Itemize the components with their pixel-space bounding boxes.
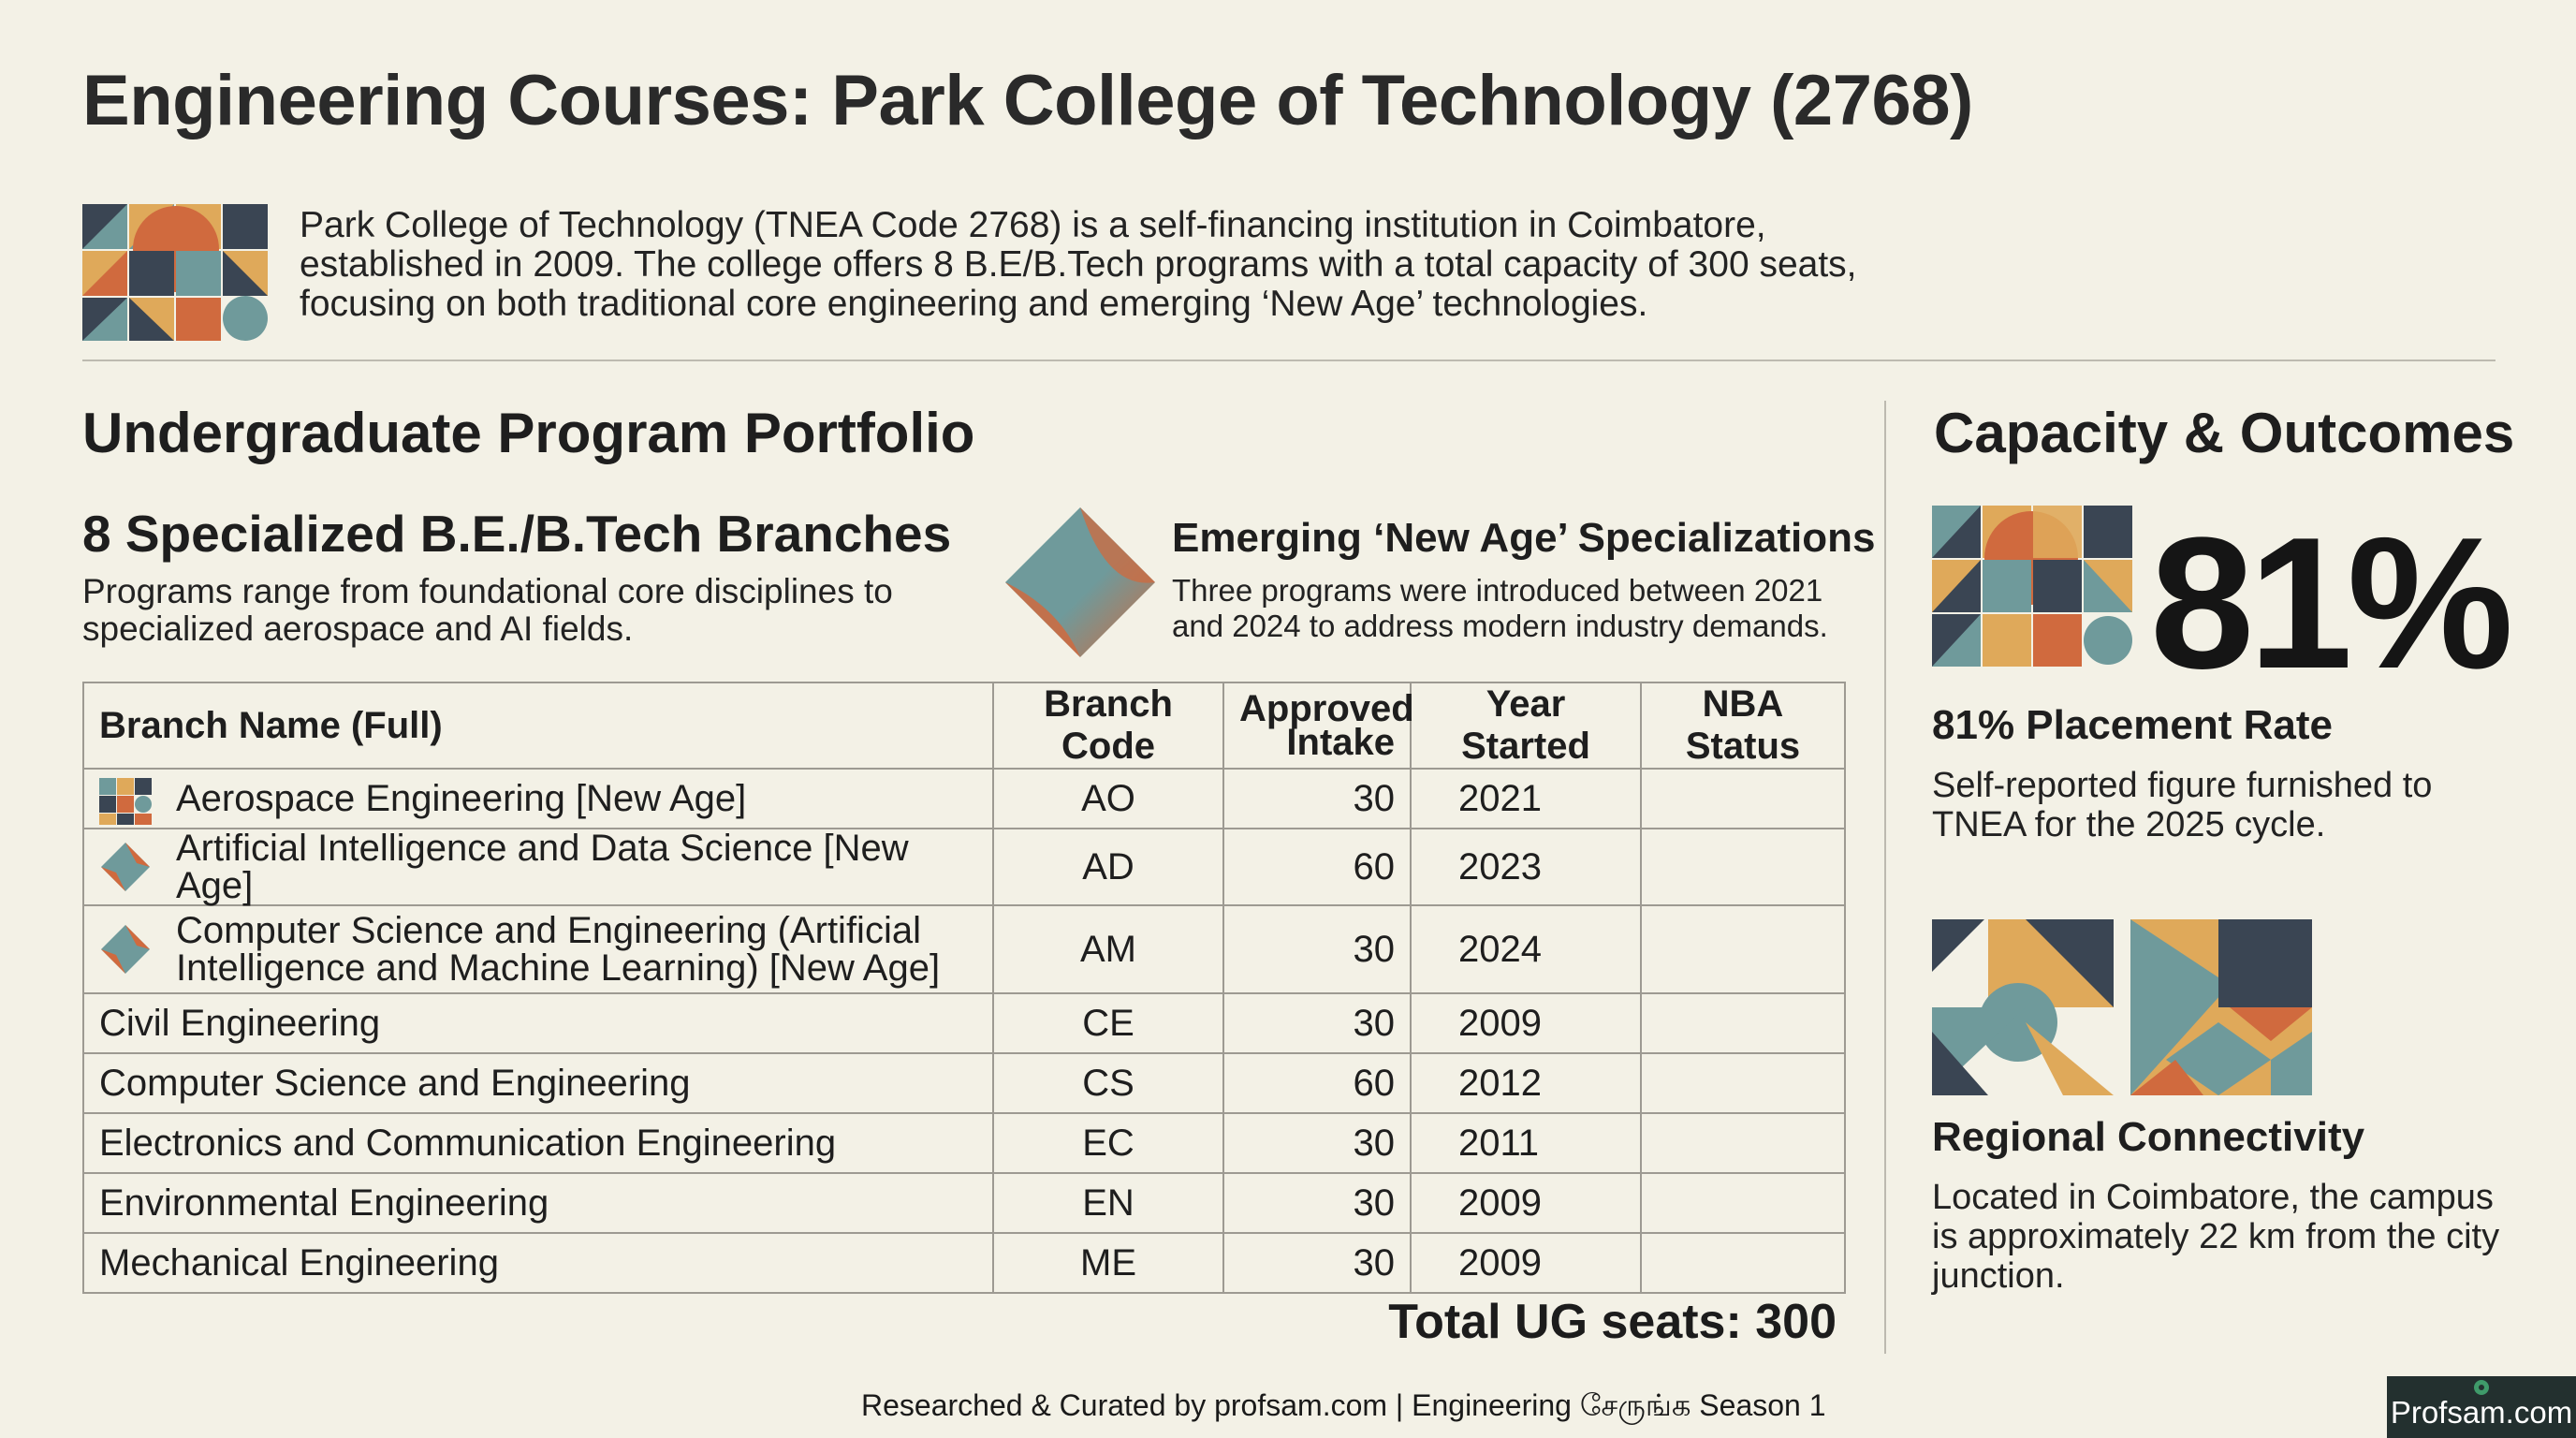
regional-description: Located in Coimbatore, the campus is app… xyxy=(1932,1178,2500,1296)
geometric-pattern-icon xyxy=(1932,919,2312,1095)
branch-name: Mechanical Engineering xyxy=(82,1232,994,1294)
total-seats: Total UG seats: 300 xyxy=(1388,1295,1837,1349)
approved-intake: 30 xyxy=(1222,992,1412,1054)
approved-intake: 30 xyxy=(1222,1112,1412,1174)
nba-status xyxy=(1640,1052,1846,1114)
header-branch-name: Branch Name (Full) xyxy=(82,682,994,770)
approved-intake: 30 xyxy=(1222,1232,1412,1294)
branches-heading: 8 Specialized B.E./B.Tech Branches xyxy=(82,505,952,563)
page-title: Engineering Courses: Park College of Tec… xyxy=(82,61,1973,140)
table-header-row: Branch Name (Full) Branch Code Approved … xyxy=(82,682,1846,770)
approved-intake: 60 xyxy=(1222,1052,1412,1114)
column-divider xyxy=(1884,401,1886,1354)
table-row: Mechanical Engineering ME 30 2009 xyxy=(82,1232,1846,1294)
geometric-mosaic-icon xyxy=(99,778,152,825)
branch-code: AD xyxy=(992,828,1224,906)
table-row: Aerospace Engineering [New Age] AO 30 20… xyxy=(82,768,1846,829)
new-age-description: Three programs were introduced between 2… xyxy=(1172,573,1828,643)
year-started: 2011 xyxy=(1410,1112,1642,1174)
diamond-icon xyxy=(101,925,150,974)
branch-code: EC xyxy=(992,1112,1224,1174)
brand-badge-label: Profsam.com xyxy=(2390,1395,2573,1430)
section-title-portfolio: Undergraduate Program Portfolio xyxy=(82,402,975,464)
branch-name: Computer Science and Engineering (Artifi… xyxy=(176,910,941,989)
branch-code: CE xyxy=(992,992,1224,1054)
nba-status xyxy=(1640,1172,1846,1234)
approved-intake: 30 xyxy=(1222,904,1412,994)
table-row: Artificial Intelligence and Data Science… xyxy=(82,828,1846,906)
table-row: Civil Engineering CE 30 2009 xyxy=(82,992,1846,1054)
placement-description: Self-reported figure furnished to TNEA f… xyxy=(1932,766,2433,844)
nba-status xyxy=(1640,1232,1846,1294)
header-branch-code: Branch Code xyxy=(992,682,1224,770)
approved-intake: 60 xyxy=(1222,828,1412,906)
branch-code: AO xyxy=(992,768,1224,829)
geometric-mosaic-icon xyxy=(1932,506,2132,667)
regional-heading: Regional Connectivity xyxy=(1932,1114,2365,1160)
new-age-heading: Emerging ‘New Age’ Specializations xyxy=(1172,515,1876,561)
year-started: 2009 xyxy=(1410,1232,1642,1294)
placement-percentage: 81% xyxy=(2150,499,2513,708)
branch-name: Civil Engineering xyxy=(82,992,994,1054)
header-approved-intake: Approved Intake xyxy=(1222,682,1414,770)
nba-status xyxy=(1640,992,1846,1054)
leaf-icon xyxy=(2474,1380,2489,1395)
footer-credit: Researched & Curated by profsam.com | En… xyxy=(861,1388,1826,1422)
nba-status xyxy=(1640,828,1846,906)
nba-status xyxy=(1640,1112,1846,1174)
geometric-mosaic-icon xyxy=(82,204,268,341)
branch-name: Environmental Engineering xyxy=(82,1172,994,1234)
nba-status xyxy=(1640,768,1846,829)
branch-name: Electronics and Communication Engineerin… xyxy=(82,1112,994,1174)
section-title-outcomes: Capacity & Outcomes xyxy=(1934,402,2515,464)
branch-name: Artificial Intelligence and Data Science… xyxy=(176,828,909,906)
branch-code: EN xyxy=(992,1172,1224,1234)
year-started: 2024 xyxy=(1410,904,1642,994)
diamond-icon xyxy=(1005,507,1155,657)
nba-status xyxy=(1640,904,1846,994)
header-nba-status: NBA Status xyxy=(1640,682,1846,770)
year-started: 2009 xyxy=(1410,1172,1642,1234)
programs-table: Branch Name (Full) Branch Code Approved … xyxy=(82,682,1846,1294)
table-row: Environmental Engineering EN 30 2009 xyxy=(82,1172,1846,1234)
year-started: 2021 xyxy=(1410,768,1642,829)
intro-paragraph: Park College of Technology (TNEA Code 27… xyxy=(300,205,1857,324)
placement-heading: 81% Placement Rate xyxy=(1932,702,2333,748)
branch-code: CS xyxy=(992,1052,1224,1114)
branch-name: Computer Science and Engineering xyxy=(82,1052,994,1114)
table-row: Electronics and Communication Engineerin… xyxy=(82,1112,1846,1174)
year-started: 2023 xyxy=(1410,828,1642,906)
table-row: Computer Science and Engineering (Artifi… xyxy=(82,904,1846,994)
header-year-started: Year Started xyxy=(1410,682,1642,770)
branch-name: Aerospace Engineering [New Age] xyxy=(176,778,747,819)
branches-description: Programs range from foundational core di… xyxy=(82,572,893,648)
branch-code: ME xyxy=(992,1232,1224,1294)
brand-badge[interactable]: Profsam.com xyxy=(2387,1376,2576,1438)
year-started: 2009 xyxy=(1410,992,1642,1054)
approved-intake: 30 xyxy=(1222,768,1412,829)
table-row: Computer Science and Engineering CS 60 2… xyxy=(82,1052,1846,1114)
branch-code: AM xyxy=(992,904,1224,994)
divider xyxy=(82,360,2496,361)
approved-intake: 30 xyxy=(1222,1172,1412,1234)
year-started: 2012 xyxy=(1410,1052,1642,1114)
diamond-icon xyxy=(101,843,150,891)
